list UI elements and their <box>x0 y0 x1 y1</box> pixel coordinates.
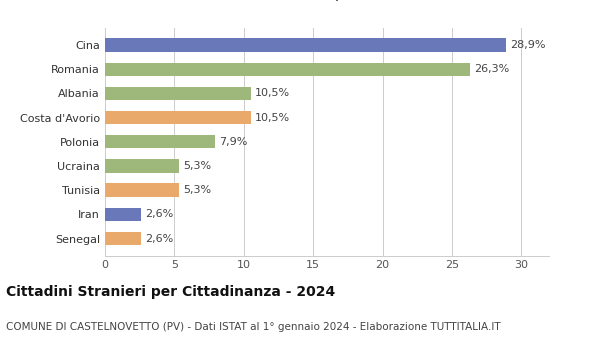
Bar <box>105 87 251 100</box>
Text: 5,3%: 5,3% <box>182 185 211 195</box>
Text: Cittadini Stranieri per Cittadinanza - 2024: Cittadini Stranieri per Cittadinanza - 2… <box>6 285 335 299</box>
Text: 7,9%: 7,9% <box>219 137 247 147</box>
Text: 5,3%: 5,3% <box>182 161 211 171</box>
Text: 10,5%: 10,5% <box>255 88 290 98</box>
Bar <box>105 232 141 245</box>
Text: 2,6%: 2,6% <box>145 233 173 244</box>
Bar <box>105 63 470 76</box>
Text: 28,9%: 28,9% <box>510 40 545 50</box>
Bar <box>105 208 141 221</box>
Bar <box>105 111 251 124</box>
Bar <box>105 135 215 148</box>
Legend: Asia, Europa, Africa: Asia, Europa, Africa <box>233 0 421 5</box>
Bar <box>105 159 179 173</box>
Text: 10,5%: 10,5% <box>255 113 290 122</box>
Text: 2,6%: 2,6% <box>145 209 173 219</box>
Bar <box>105 38 506 52</box>
Text: COMUNE DI CASTELNOVETTO (PV) - Dati ISTAT al 1° gennaio 2024 - Elaborazione TUTT: COMUNE DI CASTELNOVETTO (PV) - Dati ISTA… <box>6 322 500 332</box>
Bar <box>105 183 179 197</box>
Text: 26,3%: 26,3% <box>474 64 509 74</box>
